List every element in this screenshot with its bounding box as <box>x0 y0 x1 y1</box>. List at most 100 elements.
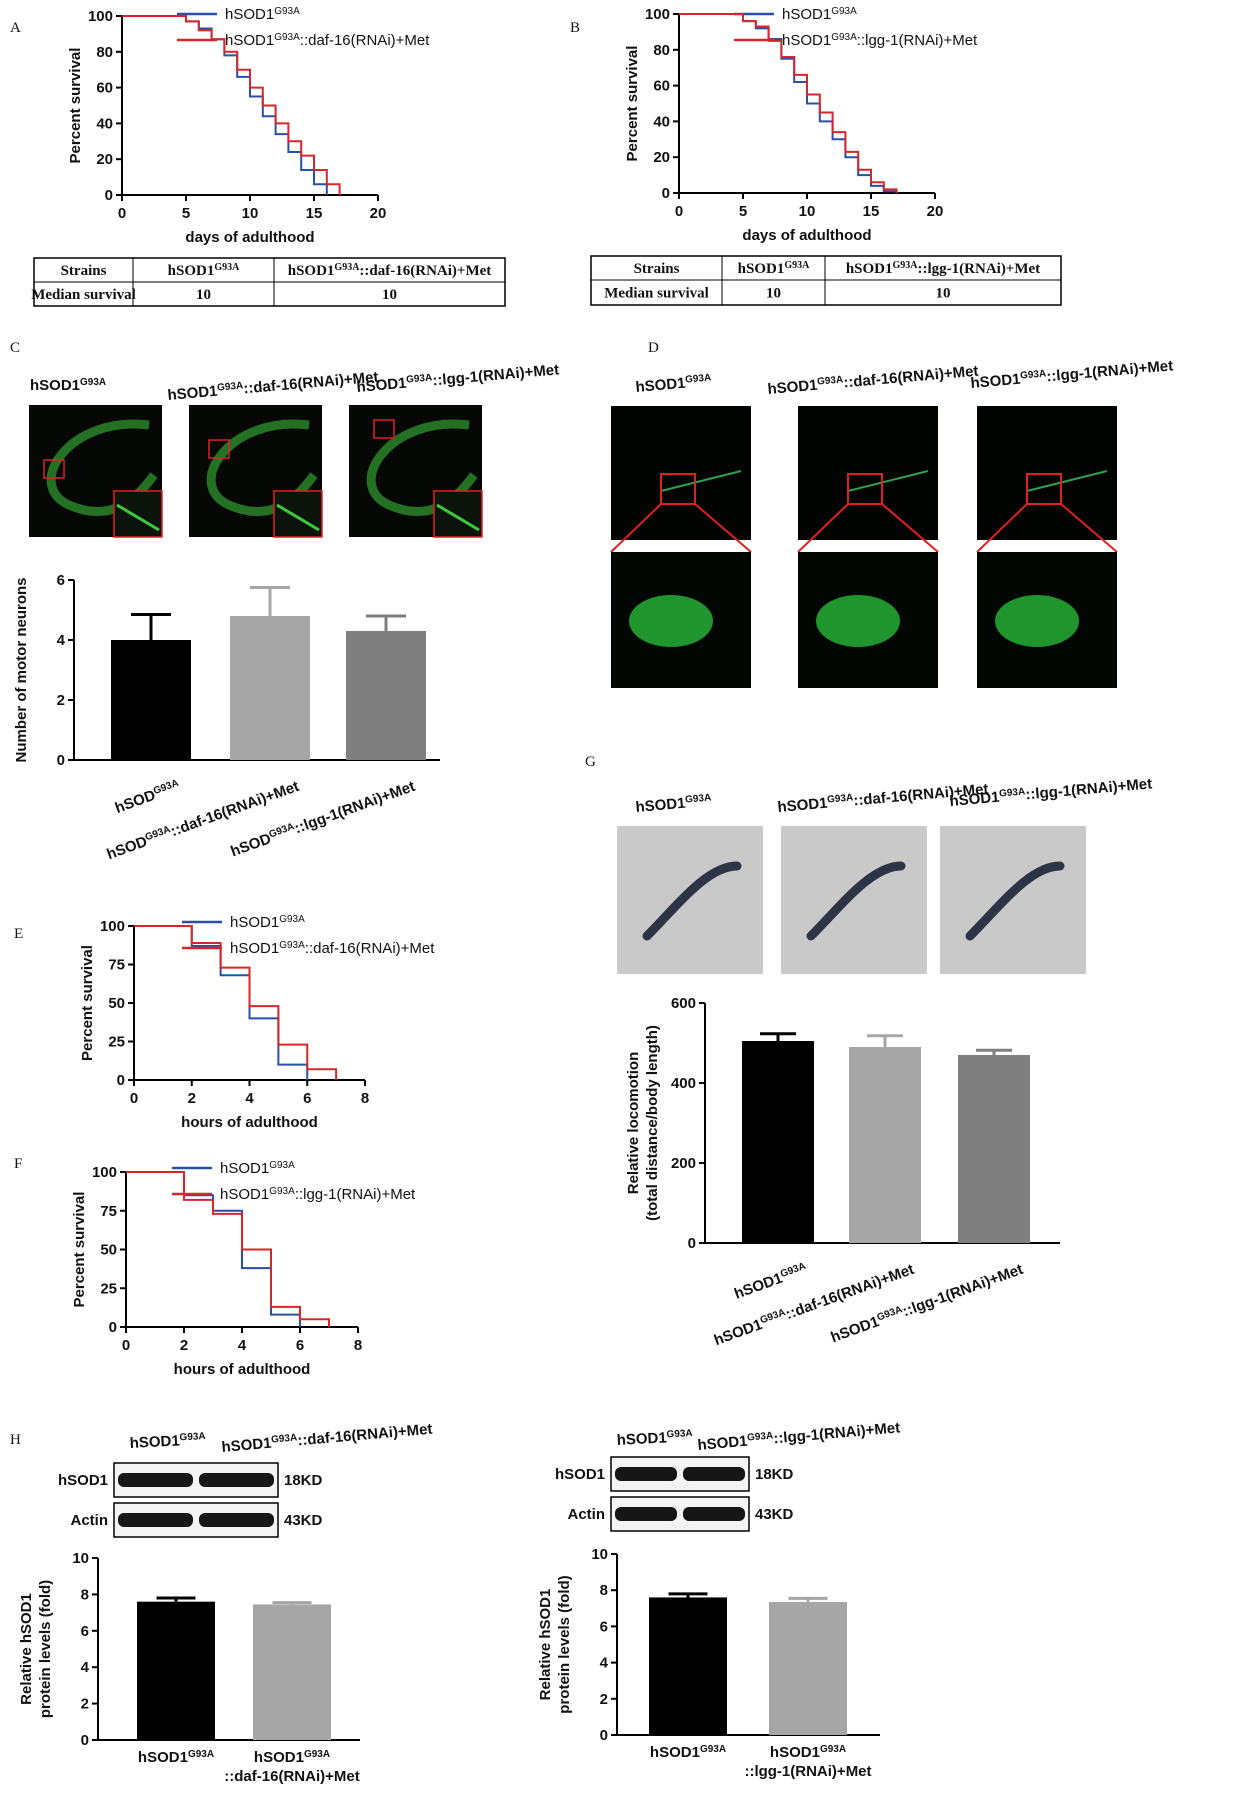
x-tick-label: hSOD1G93A <box>650 1744 726 1762</box>
x-tick-label: hSODG93A <box>113 777 183 817</box>
zoom-lines <box>797 503 939 553</box>
bar <box>649 1597 727 1735</box>
label-part: G93A <box>217 380 244 393</box>
neuron <box>816 595 900 647</box>
y-tick-label: 2 <box>600 1691 608 1708</box>
x-tick-label: 15 <box>863 203 880 220</box>
legend-label: hSOD1G93A <box>225 6 300 24</box>
x-tick-label: 20 <box>370 205 387 222</box>
label-part: hSOD1 <box>230 914 279 931</box>
label-part: hSOD1 <box>732 1270 785 1303</box>
image-label: hSOD1G93A::lgg-1(RNAi)+Met <box>970 357 1174 392</box>
x-tick-label: 10 <box>799 203 816 220</box>
label-part: G93A <box>784 260 810 271</box>
photo <box>940 826 1086 974</box>
error-bar <box>250 586 290 616</box>
y-tick-label: 10 <box>72 1550 89 1567</box>
x-tick-label: 5 <box>182 205 190 222</box>
label-part: hSOD1 <box>949 789 1000 810</box>
label-part: G93A <box>817 374 844 387</box>
legend-label: hSOD1G93A::daf-16(RNAi)+Met <box>225 32 430 50</box>
inset-marker <box>43 459 65 479</box>
x-tick-label: 4 <box>245 1090 254 1107</box>
y-tick-label: 60 <box>653 78 670 95</box>
bar <box>346 631 426 760</box>
y-tick-label: 8 <box>81 1586 89 1603</box>
label-part: G93A <box>267 821 295 840</box>
label-part: G93A <box>214 262 240 273</box>
y-tick-label: 2 <box>57 692 65 709</box>
label-part: G93A <box>747 1430 774 1443</box>
label-part: hSOD1 <box>712 1316 765 1349</box>
bar <box>958 1055 1030 1243</box>
label-part: G93A <box>1020 368 1047 381</box>
image-label: hSOD1G93A::daf-16(RNAi)+Met <box>767 362 979 398</box>
table-cell: Median survival <box>31 287 136 303</box>
y-tick-label: 25 <box>108 1034 125 1051</box>
y-tick-label: 40 <box>653 113 670 130</box>
y-tick-label: 6 <box>57 572 65 589</box>
error-bar <box>668 1592 708 1598</box>
lane-label: hSOD1G93A::lgg-1(RNAi)+Met <box>697 1419 901 1454</box>
label-part: G93A <box>831 32 857 43</box>
y-tick-label: 4 <box>57 632 66 649</box>
bar <box>230 616 310 760</box>
zoom-lines <box>976 503 1118 553</box>
label-part: G93A <box>274 32 300 43</box>
label-part: G93A <box>406 372 433 385</box>
label-part: G93A <box>279 940 305 951</box>
label-part: ::daf-16(RNAi)+Met <box>359 263 491 279</box>
y-tick-label: 100 <box>92 1164 117 1181</box>
table-cell: 10 <box>766 286 781 302</box>
y-tick-label: 20 <box>653 149 670 166</box>
label-part: ::lgg-1(RNAi)+Met <box>292 778 417 837</box>
label-part: G93A <box>827 792 854 805</box>
x-tick-label: 4 <box>238 1337 247 1354</box>
band <box>683 1467 745 1481</box>
panel-letter: E <box>14 926 23 942</box>
error-bar <box>976 1048 1012 1055</box>
label-part: hSOD1 <box>230 940 279 957</box>
label-part: G93A <box>144 824 172 843</box>
panel-letter: D <box>648 340 659 356</box>
x-tick-label: 8 <box>354 1337 362 1354</box>
protein-label: Actin <box>568 1506 606 1523</box>
x-tick-label: hSOD1G93A::lgg-1(RNAi)+Met <box>828 1260 1025 1346</box>
x-tick-label: 2 <box>188 1090 196 1107</box>
label-part: G93A <box>269 1160 295 1171</box>
neuron <box>629 595 713 647</box>
axon <box>660 470 742 492</box>
image-label: hSOD1G93A <box>635 372 712 396</box>
y-axis-label: (total distance/body length) <box>644 1025 661 1221</box>
legend-label: hSOD1G93A <box>230 914 305 932</box>
label-part: G93A <box>152 777 180 796</box>
x-tick-label: hSODG93A::daf-16(RNAi)+Met <box>104 777 301 863</box>
y-tick-label: 0 <box>600 1727 608 1744</box>
label-part: G93A <box>820 1744 846 1755</box>
y-tick-label: 0 <box>688 1235 696 1252</box>
label-part: hSOD1 <box>129 1432 180 1452</box>
label-part: hSOD1 <box>220 1186 269 1203</box>
label-part: ::lgg-1(RNAi)+Met <box>295 1186 416 1203</box>
label-part: hSOD1 <box>356 375 407 396</box>
y-axis-label: Relative hSOD1 <box>537 1589 554 1701</box>
inset-detail <box>116 503 160 532</box>
x-tick-label: 6 <box>296 1337 304 1354</box>
x-tick-label: hSOD1G93A::lgg-1(RNAi)+Met <box>744 1744 871 1780</box>
legend-label: hSOD1G93A::lgg-1(RNAi)+Met <box>220 1186 416 1204</box>
table-cell: Strains <box>61 263 107 279</box>
label-part: ::lgg-1(RNAi)+Met <box>773 1419 901 1447</box>
y-tick-label: 75 <box>108 957 125 974</box>
x-tick-label: hSODG93A::lgg-1(RNAi)+Met <box>228 777 417 860</box>
label-part: hSOD1 <box>221 1435 272 1456</box>
y-tick-label: 600 <box>671 995 696 1012</box>
bar <box>849 1047 921 1243</box>
error-bar <box>156 1596 196 1602</box>
label-part: ::daf-16(RNAi)+Met <box>224 1768 359 1785</box>
table-cell: Strains <box>634 261 680 277</box>
survival-curve <box>679 13 898 193</box>
error-bar <box>366 614 406 631</box>
protein-label: hSOD1 <box>58 1472 108 1489</box>
label-part: hSOD1 <box>782 32 831 49</box>
label-part: G93A <box>188 1749 214 1760</box>
